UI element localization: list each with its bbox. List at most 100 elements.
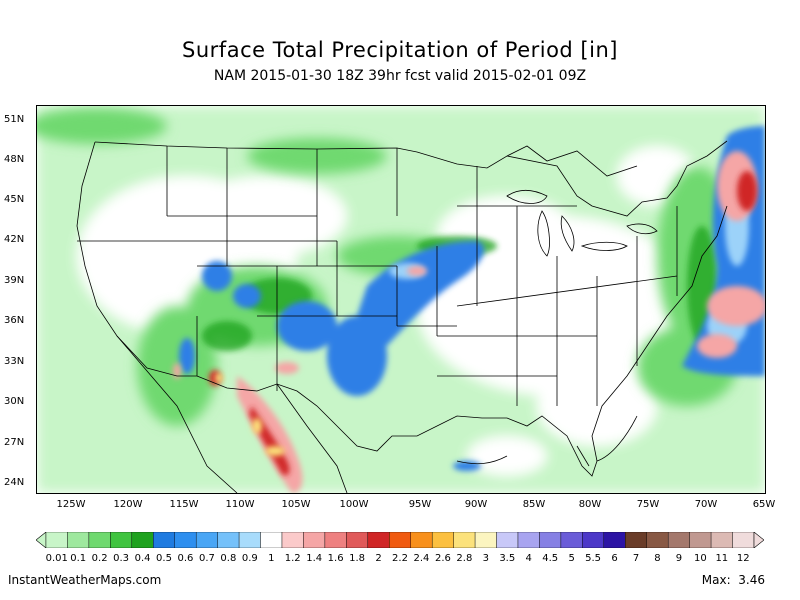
legend-swatch <box>367 532 390 548</box>
lon-label: 95W <box>408 499 432 510</box>
legend-swatch <box>67 532 90 548</box>
legend-label: 0.1 <box>70 553 87 564</box>
legend-label: 12 <box>736 553 750 564</box>
legend-label: 2.6 <box>434 553 451 564</box>
legend-label: 1.8 <box>349 553 366 564</box>
lat-label: 30N <box>4 396 25 407</box>
lon-label: 90W <box>464 499 488 510</box>
precipitation-map <box>36 105 766 494</box>
lon-label: 120W <box>113 499 143 510</box>
legend-label: 1.2 <box>284 553 301 564</box>
coastline <box>456 415 638 465</box>
legend-label: 1 <box>268 553 275 564</box>
lon-label: 70W <box>694 499 718 510</box>
max-value: 3.46 <box>738 573 765 587</box>
legend-swatch <box>410 532 433 548</box>
legend-label: 7 <box>632 553 640 564</box>
legend-arrow-left <box>36 532 47 548</box>
legend-swatch <box>281 532 304 548</box>
legend-label: 3 <box>482 553 489 564</box>
lat-label: 45N <box>4 194 25 205</box>
legend-label: 0.3 <box>113 553 130 564</box>
lat-label: 39N <box>4 275 25 286</box>
lon-label: 105W <box>281 499 311 510</box>
precip-yellow <box>215 373 285 456</box>
legend-swatch <box>689 532 712 548</box>
legend-label: 5 <box>568 553 575 564</box>
legend-label: 9 <box>675 553 683 564</box>
legend-label: 0.5 <box>156 553 172 564</box>
legend-label: 1.4 <box>306 553 323 564</box>
legend-label: 2.4 <box>413 553 430 564</box>
legend-swatch <box>496 532 519 548</box>
legend-swatch <box>153 532 175 548</box>
legend-label: 2.2 <box>392 553 408 564</box>
lat-label: 24N <box>4 477 25 488</box>
legend-swatch <box>603 532 626 548</box>
max-readout: Max: 3.46 <box>702 573 765 587</box>
legend-swatch <box>474 532 497 548</box>
legend-swatch <box>431 532 454 548</box>
precipitation-map-canvas <box>37 106 765 493</box>
legend-label: 5.5 <box>585 553 602 564</box>
us-boundaries <box>76 140 728 493</box>
legend-swatch <box>625 532 647 548</box>
lon-label: 65W <box>752 499 776 510</box>
legend-label: 3.5 <box>499 553 516 564</box>
lat-label: 48N <box>4 154 25 165</box>
lat-label: 51N <box>4 114 25 125</box>
legend-swatch <box>732 532 755 548</box>
legend-label: 4.5 <box>542 553 559 564</box>
legend-swatch <box>346 532 369 548</box>
lon-label: 115W <box>169 499 199 510</box>
legend-swatch <box>560 532 583 548</box>
legend-swatch <box>238 532 261 548</box>
legend-swatch <box>646 532 669 548</box>
legend-swatch <box>389 532 411 548</box>
lon-label: 110W <box>225 499 255 510</box>
legend-label: 0.9 <box>241 553 258 564</box>
legend-label: 8 <box>654 553 661 564</box>
legend-swatch <box>131 532 154 548</box>
lon-label: 75W <box>636 499 660 510</box>
legend-swatch <box>517 532 540 548</box>
legend-label: 2 <box>375 553 382 564</box>
legend-label: 0.2 <box>91 553 108 564</box>
legend-label: 0.7 <box>198 553 215 564</box>
legend-swatch <box>195 532 218 548</box>
legend-labels: 0.01 0.1 0.2 0.3 0.4 0.5 0.6 0.7 0.8 0.9 1 1.2 1.4 1.… <box>36 553 764 567</box>
legend-swatch <box>174 532 197 548</box>
legend-swatch <box>539 532 562 548</box>
max-label: Max: <box>701 573 731 587</box>
legend-swatch <box>260 532 283 548</box>
legend-label: 0.6 <box>177 553 194 564</box>
legend-arrow-right <box>753 532 764 548</box>
lat-label: 42N <box>4 234 25 245</box>
legend-label: 0.4 <box>134 553 151 564</box>
legend-swatch <box>582 532 605 548</box>
legend-swatch <box>217 532 240 548</box>
legend-swatch <box>710 532 733 548</box>
lat-label: 36N <box>4 315 25 326</box>
legend-label: 0.8 <box>220 553 237 564</box>
lon-label: 80W <box>578 499 602 510</box>
legend-swatch <box>88 532 111 548</box>
legend-swatch <box>110 532 133 548</box>
legend-label: 10 <box>693 553 707 564</box>
legend-label: 11 <box>715 553 729 564</box>
legend-swatch <box>453 532 476 548</box>
legend-label: 2.8 <box>456 553 473 564</box>
legend-label: 4 <box>525 553 532 564</box>
legend-label: 1.6 <box>327 553 344 564</box>
map-title: Surface Total Precipitation of Period [i… <box>182 38 618 62</box>
site-credit: InstantWeatherMaps.com <box>8 573 162 587</box>
legend-swatch <box>303 532 326 548</box>
legend-label: 0.01 <box>45 553 68 564</box>
lon-label: 100W <box>339 499 369 510</box>
legend-swatch <box>324 532 347 548</box>
color-legend <box>36 532 764 548</box>
lat-label: 33N <box>4 356 25 367</box>
lon-label: 125W <box>56 499 86 510</box>
map-subtitle: NAM 2015-01-30 18Z 39hr fcst valid 2015-… <box>213 68 587 84</box>
legend-swatch <box>45 532 68 548</box>
